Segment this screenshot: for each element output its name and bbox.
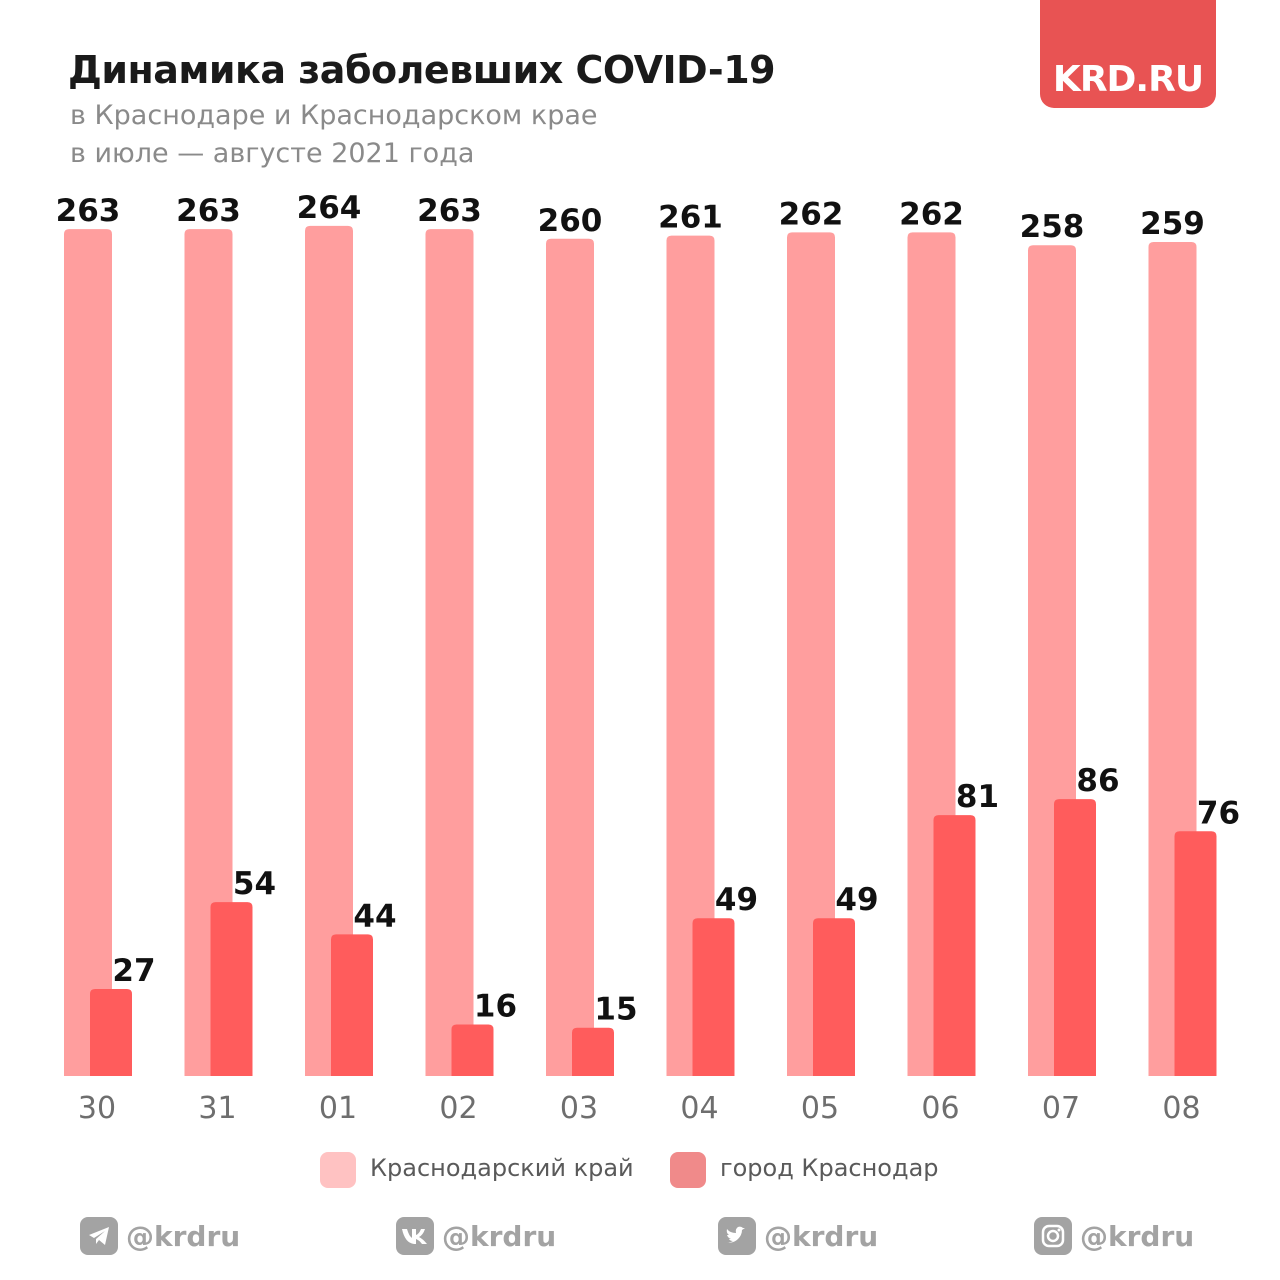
label-city-31: 54: [233, 866, 276, 902]
legend-label-city: город Краснодар: [720, 1154, 939, 1182]
bar-city-07: [1054, 799, 1096, 1076]
tick-label-05: 05: [801, 1091, 839, 1126]
tick-label-08: 08: [1162, 1091, 1200, 1126]
tick-label-04: 04: [680, 1091, 718, 1126]
bar-region-05: [787, 232, 835, 1077]
label-city-02: 16: [474, 988, 517, 1024]
bar-region-02: [425, 229, 474, 1076]
label-region-30: 263: [56, 193, 121, 229]
label-city-07: 86: [1076, 763, 1119, 799]
label-region-06: 262: [899, 196, 964, 232]
krd-logo[interactable]: KRD.RU: [1040, 0, 1216, 108]
label-city-03: 15: [594, 992, 637, 1028]
label-region-01: 264: [297, 190, 362, 226]
chart-title: Динамика заболевших COVID-19: [68, 48, 776, 92]
social-handle: @krdru: [1080, 1219, 1195, 1253]
tick-label-02: 02: [439, 1091, 477, 1126]
label-city-04: 49: [715, 882, 758, 918]
tick-label-07: 07: [1042, 1091, 1080, 1126]
tick-label-03: 03: [560, 1091, 598, 1126]
bar-region-03: [546, 238, 594, 1077]
tick-label-31: 31: [198, 1091, 236, 1126]
bar-region-30: [64, 229, 112, 1076]
social-handle: @krdru: [764, 1219, 879, 1253]
bar-city-04: [692, 918, 735, 1076]
label-city-08: 76: [1197, 795, 1240, 831]
label-region-02: 263: [417, 193, 482, 229]
twitter-icon: [718, 1217, 756, 1255]
bar-city-30: [90, 989, 132, 1076]
legend-swatch-city: [670, 1152, 706, 1188]
social-instagram[interactable]: @krdru: [1034, 1216, 1194, 1256]
vk-icon: [396, 1217, 434, 1255]
label-city-05: 49: [835, 882, 878, 918]
label-city-01: 44: [353, 898, 396, 934]
social-telegram[interactable]: @krdru: [80, 1216, 240, 1256]
label-region-03: 260: [538, 203, 603, 239]
instagram-icon: [1034, 1217, 1072, 1255]
bar-region-31: [184, 229, 233, 1076]
bar-city-02: [451, 1024, 494, 1076]
social-twitter[interactable]: @krdru: [718, 1216, 878, 1256]
social-handle: @krdru: [442, 1219, 557, 1253]
bar-chart: 263 27 30 263 54 31 264 44 01 263 16 02 260 15 03 261 49…: [56, 190, 1240, 1126]
chart-subtitle-line1: в Краснодаре и Краснодарском крае: [70, 100, 598, 131]
tick-label-30: 30: [78, 1091, 116, 1126]
label-region-04: 261: [658, 200, 723, 236]
bar-region-04: [666, 235, 715, 1076]
bar-city-05: [813, 918, 855, 1076]
legend-label-region: Краснодарский край: [370, 1154, 634, 1182]
legend-swatch-region: [320, 1152, 356, 1188]
bar-city-03: [572, 1027, 614, 1076]
tick-label-06: 06: [921, 1091, 959, 1126]
label-region-31: 263: [176, 193, 241, 229]
label-city-06: 81: [956, 779, 999, 815]
label-region-07: 258: [1020, 209, 1085, 245]
tick-label-01: 01: [319, 1091, 357, 1126]
social-vk[interactable]: @krdru: [396, 1216, 556, 1256]
label-region-08: 259: [1140, 206, 1205, 242]
bar-city-06: [933, 815, 976, 1076]
telegram-icon: [80, 1217, 118, 1255]
bar-city-08: [1174, 831, 1217, 1076]
label-city-30: 27: [112, 953, 155, 989]
social-handle: @krdru: [126, 1219, 241, 1253]
bar-city-01: [331, 934, 373, 1076]
chart-subtitle-line2: в июле — августе 2021 года: [70, 138, 475, 169]
label-region-05: 262: [779, 196, 844, 232]
bar-city-31: [210, 902, 253, 1076]
bar-region-01: [305, 225, 353, 1077]
